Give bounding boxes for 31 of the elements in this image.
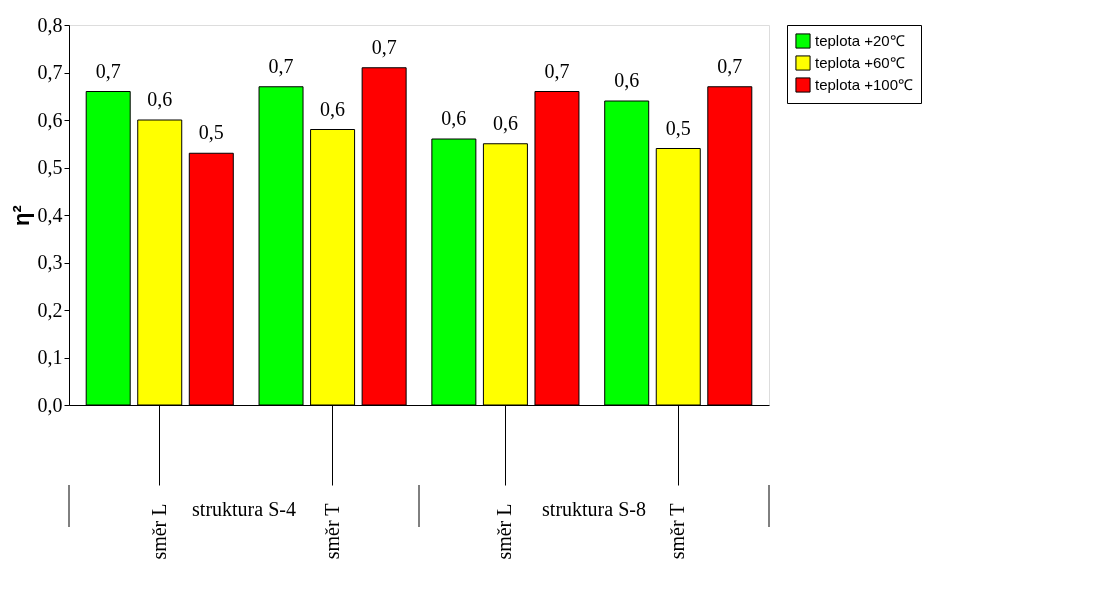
- x-tick-label: směr T: [666, 503, 689, 560]
- y-tick-label: 0,5: [37, 156, 63, 178]
- legend-label: teplota +100℃: [815, 76, 913, 93]
- data-label: 0,6: [492, 111, 518, 134]
- data-label: 0,7: [95, 59, 121, 82]
- y-tick-label: 0,6: [37, 108, 63, 131]
- data-label: 0,7: [717, 54, 743, 77]
- data-label: 0,7: [371, 35, 397, 58]
- data-label: 0,6: [441, 107, 467, 129]
- legend-label: teplota +20℃: [815, 32, 905, 49]
- data-label: 0,6: [320, 97, 346, 120]
- text: struktura S-8: [542, 498, 646, 520]
- text: struktura S-4: [192, 498, 296, 520]
- data-label: 0,6: [614, 69, 640, 91]
- y-tick-label: 0,8: [37, 13, 63, 36]
- data-label: 0,5: [665, 116, 691, 139]
- y-tick-label: 0,0: [37, 393, 63, 416]
- x-tick-label: směr L: [147, 503, 170, 560]
- legend-label: teplota +60℃: [815, 54, 905, 71]
- y-tick-label: 0,3: [37, 251, 63, 273]
- data-label: 0,5: [198, 121, 224, 144]
- y-tick-label: 0,2: [37, 298, 63, 321]
- x-tick-label: směr L: [493, 503, 516, 560]
- x-tick-label: směr T: [320, 503, 343, 560]
- y-tick-label: 0,4: [37, 203, 63, 226]
- y-tick-label: 0,7: [37, 61, 63, 83]
- data-label: 0,6: [147, 88, 173, 110]
- y-tick-label: 0,1: [37, 346, 63, 368]
- y-axis-title: η²: [8, 205, 34, 226]
- data-label: 0,7: [268, 54, 294, 77]
- data-label: 0,7: [544, 59, 570, 82]
